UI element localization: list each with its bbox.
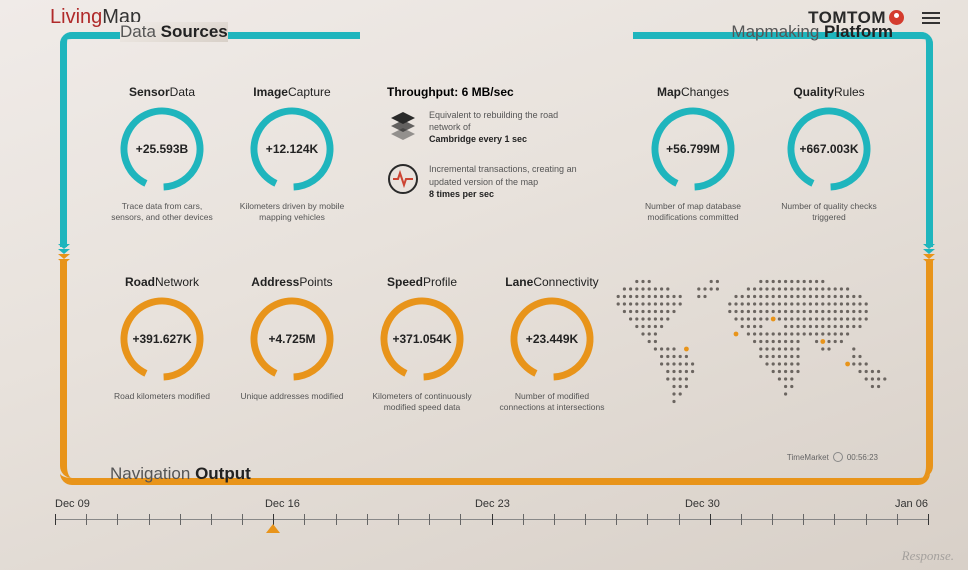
metric-value: +4.725M — [268, 332, 315, 346]
metric-ring-icon: +56.799M — [649, 105, 737, 193]
metric-title: MapChanges — [634, 85, 752, 99]
metric-value: +23.449K — [526, 332, 578, 346]
metric-value: +56.799M — [666, 142, 720, 156]
metric-card: MapChanges +56.799M Number of map databa… — [634, 85, 752, 223]
timeline-marker-icon[interactable] — [266, 524, 280, 533]
metric-card: AddressPoints +4.725M Unique addresses m… — [233, 275, 351, 413]
metric-title: RoadNetwork — [103, 275, 221, 289]
metric-title: ImageCapture — [233, 85, 351, 99]
metric-title: LaneConnectivity — [493, 275, 611, 289]
world-map-icon — [608, 270, 898, 415]
metric-desc: Road kilometers modified — [103, 391, 221, 402]
metric-value: +391.627K — [132, 332, 191, 346]
metric-desc: Number of quality checks triggered — [770, 201, 888, 223]
metric-value: +667.003K — [799, 142, 858, 156]
timeline-label: Dec 16 — [265, 498, 300, 510]
brand-part1: Living — [50, 6, 102, 28]
flow-chevrons-icon — [923, 244, 935, 264]
metric-desc: Number of modified connections at inters… — [493, 391, 611, 413]
metric-desc: Kilometers driven by mobile mapping vehi… — [233, 201, 351, 223]
flow-border — [60, 32, 74, 247]
flow-border — [60, 260, 74, 478]
metric-ring-icon: +4.725M — [248, 295, 336, 383]
section-mapmaking: Mapmaking Platform — [731, 22, 893, 42]
metric-title: QualityRules — [770, 85, 888, 99]
throughput-item-2: Incremental transactions, creating an up… — [429, 163, 592, 199]
metric-value: +12.124K — [266, 142, 318, 156]
flow-border — [919, 32, 933, 247]
metric-ring-icon: +25.593B — [118, 105, 206, 193]
metric-title: AddressPoints — [233, 275, 351, 289]
metric-card: LaneConnectivity +23.449K Number of modi… — [493, 275, 611, 413]
metric-value: +371.054K — [392, 332, 451, 346]
flow-chevrons-icon — [58, 244, 70, 264]
metric-title: SpeedProfile — [363, 275, 481, 289]
clock-icon — [833, 452, 843, 462]
metric-ring-icon: +12.124K — [248, 105, 336, 193]
metric-card: QualityRules +667.003K Number of quality… — [770, 85, 888, 223]
metric-ring-icon: +667.003K — [785, 105, 873, 193]
metric-card: RoadNetwork +391.627K Road kilometers mo… — [103, 275, 221, 413]
metric-title: SensorData — [103, 85, 221, 99]
hamburger-menu-icon[interactable] — [922, 12, 940, 24]
flow-border — [919, 260, 933, 478]
metric-desc: Number of map database modifications com… — [634, 201, 752, 223]
metric-card: ImageCapture +12.124K Kilometers driven … — [233, 85, 351, 223]
section-data-sources: Data Sources — [120, 22, 228, 42]
pulse-icon — [387, 163, 419, 195]
timemarket-label: TimeMarket 00:56:23 — [787, 452, 878, 462]
watermark: Response. — [902, 548, 954, 564]
metric-desc: Trace data from cars, sensors, and other… — [103, 201, 221, 223]
metric-ring-icon: +23.449K — [508, 295, 596, 383]
timeline-label: Dec 30 — [685, 498, 720, 510]
metric-value: +25.593B — [136, 142, 188, 156]
metric-ring-icon: +391.627K — [118, 295, 206, 383]
throughput-panel: Throughput: 6 MB/sec Equivalent to rebui… — [387, 85, 592, 218]
layers-icon — [387, 109, 419, 141]
metric-card: SpeedProfile +371.054K Kilometers of con… — [363, 275, 481, 413]
metric-card: SensorData +25.593B Trace data from cars… — [103, 85, 221, 223]
throughput-title: Throughput: 6 MB/sec — [387, 85, 592, 99]
metric-desc: Unique addresses modified — [233, 391, 351, 402]
timeline-label: Dec 09 — [55, 498, 90, 510]
metric-ring-icon: +371.054K — [378, 295, 466, 383]
timeline-label: Dec 23 — [475, 498, 510, 510]
timeline[interactable]: Dec 09 Dec 16 Dec 23 Dec 30 Jan 06 — [55, 498, 928, 548]
timeline-label: Jan 06 — [895, 498, 928, 510]
metric-desc: Kilometers of continuously modified spee… — [363, 391, 481, 413]
throughput-item-1: Equivalent to rebuilding the road networ… — [429, 109, 592, 145]
section-navigation: Navigation Output — [110, 464, 251, 484]
